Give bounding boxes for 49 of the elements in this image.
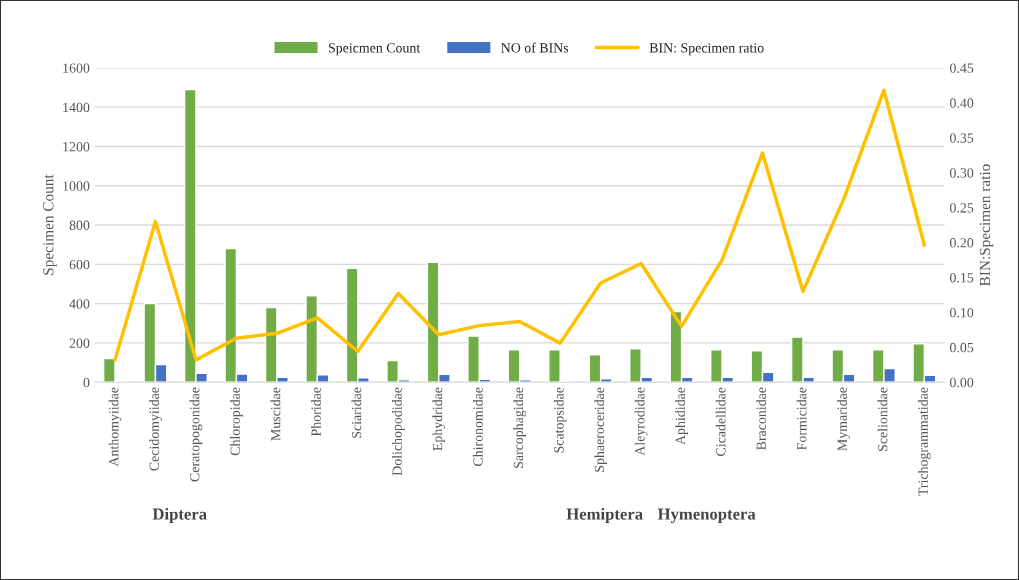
x-tick-label: Trichogrammatidae: [918, 387, 931, 496]
x-tick-label: Cecidomyiidae: [149, 387, 162, 471]
y-axis-title: Specimen Count: [43, 174, 57, 275]
text: Hymenoptera: [657, 508, 756, 524]
text: Hemiptera: [566, 507, 643, 524]
x-tick-label: Cicadellidae: [715, 387, 726, 456]
legend-label: NO of BINs: [501, 42, 569, 53]
x-tick-label: Chironomidae: [472, 387, 483, 466]
y-tick-label: 400: [69, 299, 90, 309]
x-tick-label: Dolichopodidae: [391, 387, 405, 476]
x-tick-label: Scatopsidae: [553, 387, 567, 453]
y2-tick-label: 0.25: [950, 203, 974, 213]
x-tick-label: Ephydridae: [432, 387, 446, 451]
line-series: [113, 88, 927, 362]
y-tick-label: 800: [69, 220, 90, 230]
legend-label: BIN: Specimen ratio: [649, 43, 764, 56]
x-tick-label: Mymaridae: [837, 387, 850, 451]
x-tick-label: Aleyrodidae: [634, 387, 648, 456]
y2-tick-label: 0.10: [950, 307, 974, 318]
y-tick-label: 1600: [63, 63, 90, 73]
y-tick-label: 0: [83, 377, 90, 388]
y2-tick-label: 0.45: [950, 63, 974, 73]
y2-tick-label: 0.05: [950, 342, 974, 353]
legend-label: Speicmen Count: [328, 43, 421, 56]
x-tick-label: Chloropidae: [230, 387, 243, 456]
y2-tick-label: 0.30: [950, 168, 974, 178]
text: Diptera: [152, 507, 207, 524]
y2-axis-title: BIN:Specimen ratio: [979, 164, 994, 286]
y-tick-label: 1400: [63, 102, 90, 113]
y-tick-label: 1000: [63, 181, 90, 191]
y-tick-label: 1200: [63, 142, 90, 152]
x-tick-label: Ceratopogonidae: [189, 387, 203, 482]
y2-tick-label: 0.15: [950, 273, 974, 283]
x-tick-label: Formicidae: [796, 387, 807, 450]
y2-tick-label: 0.35: [950, 133, 974, 143]
y2-tick-label: 0.20: [950, 238, 974, 248]
x-tick-label: Phoridae: [311, 387, 321, 437]
x-tick-label: Sciaridae: [351, 387, 362, 438]
x-tick-label: Sphaeroceridae: [594, 387, 607, 472]
y-tick-label: 200: [69, 338, 90, 348]
x-tick-label: Aphididae: [675, 387, 688, 445]
x-tick-label: Scelionidae: [877, 387, 888, 451]
x-tick-label: Braconidae: [756, 387, 766, 450]
x-tick-label: Sarcophagidae: [513, 387, 527, 468]
x-tick-label: Anthomyiidae: [108, 387, 122, 467]
x-tick-label: Muscidae: [270, 387, 281, 441]
y2-tick-label: 0.40: [950, 98, 974, 108]
y-tick-label: 600: [69, 259, 90, 270]
y2-tick-label: 0.00: [950, 377, 974, 388]
